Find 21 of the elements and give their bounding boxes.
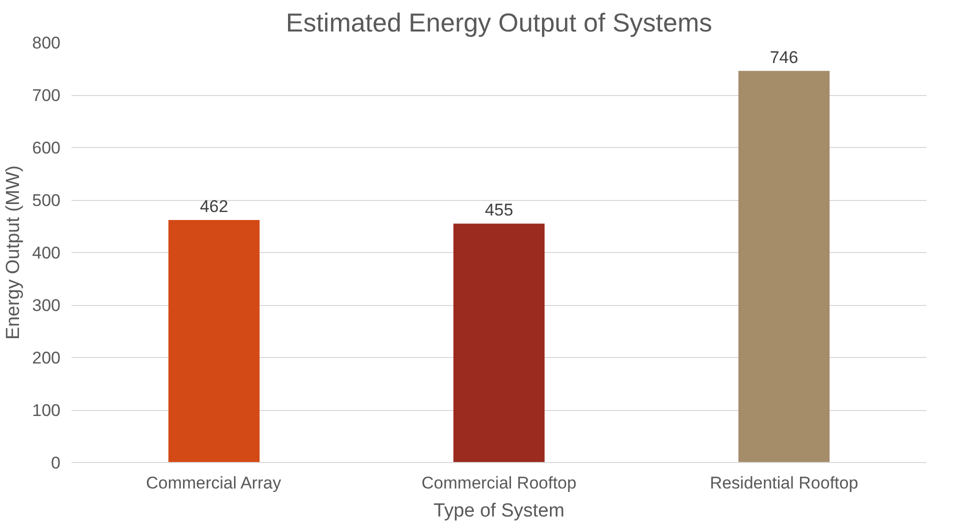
y-tick-label: 600 — [32, 138, 61, 158]
y-tick-label: 700 — [32, 86, 61, 105]
x-tick-label: Commercial Array — [146, 474, 282, 492]
y-tick-label: 300 — [32, 296, 61, 315]
bar — [738, 70, 830, 462]
x-tick-label: Commercial Rooftop — [422, 474, 576, 492]
data-label: 455 — [484, 200, 514, 220]
y-tick-label: 500 — [32, 191, 61, 210]
data-label: 746 — [770, 48, 798, 67]
y-tick-label: 800 — [32, 34, 61, 52]
y-tick-label: 200 — [32, 348, 61, 368]
y-tick-label: 400 — [32, 244, 61, 262]
y-axis-title: Energy Output (MW) — [3, 165, 24, 340]
bar — [168, 220, 260, 462]
y-tick-label: 100 — [32, 401, 61, 420]
bar — [453, 224, 545, 462]
x-axis-title: Type of System — [434, 500, 564, 522]
x-tick-label: Residential Rooftop — [710, 474, 858, 492]
chart-title: Estimated Energy Output of Systems — [286, 8, 712, 38]
data-label: 462 — [200, 196, 228, 216]
y-tick-label: 0 — [51, 454, 61, 472]
